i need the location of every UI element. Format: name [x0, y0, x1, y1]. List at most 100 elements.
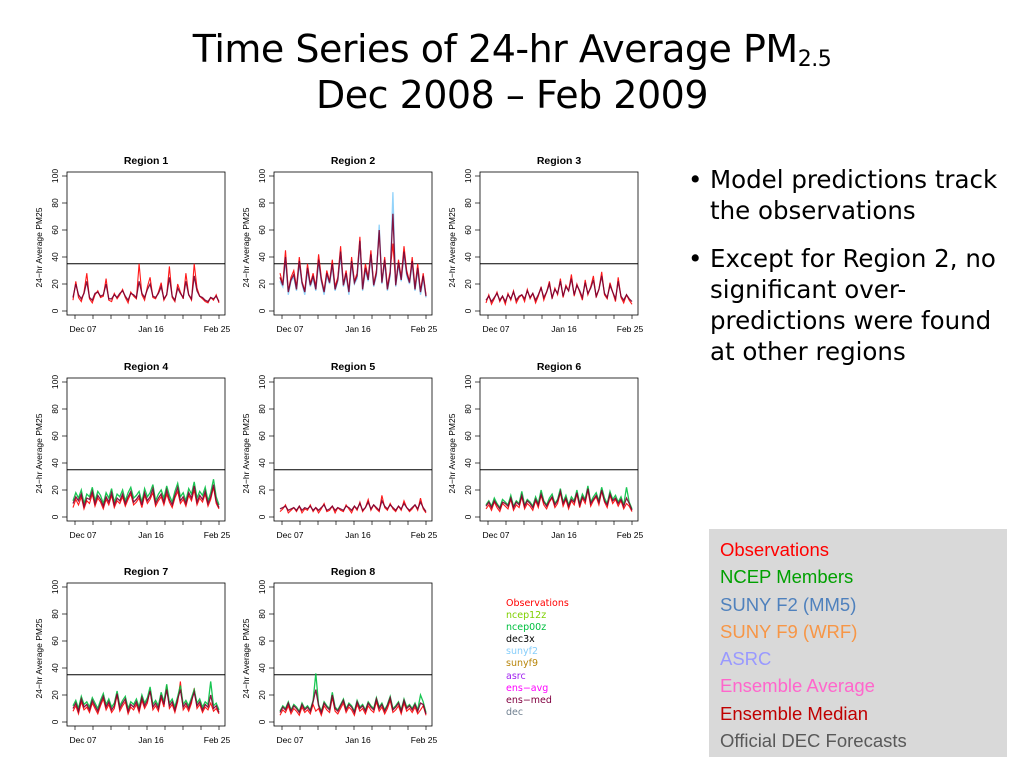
plot-frame [66, 171, 226, 316]
chart-title: Region 4 [124, 361, 168, 373]
legend-box-item: Official DEC Forecasts [720, 730, 907, 752]
y-tick-label: 60 [257, 636, 267, 646]
x-tick-label: Dec 07 [277, 735, 304, 745]
plot-frame [273, 171, 433, 316]
x-tick-label: Dec 07 [483, 530, 510, 540]
y-axis-label: 24−hr Average PM25 [447, 413, 457, 493]
y-axis-label: 24−hr Average PM25 [34, 618, 44, 698]
y-tick-label: 20 [257, 690, 267, 700]
y-tick-label: 60 [463, 431, 473, 441]
x-tick-label: Feb 25 [617, 530, 644, 540]
x-tick-label: Jan 16 [345, 530, 371, 540]
series-line [485, 275, 633, 304]
x-tick-label: Dec 07 [70, 735, 97, 745]
title-line-2: Dec 2008 – Feb 2009 [315, 73, 709, 117]
series-line [279, 499, 427, 512]
x-tick-label: Feb 25 [204, 735, 231, 745]
mini-legend: Observations ncep12z ncep00z dec3x sunyf2 sun… [506, 598, 569, 719]
series-line [72, 479, 220, 506]
chart-panel: Region 8 0 20 40 60 80 100 24−hr Average PM25 De… [241, 566, 438, 745]
series-line [279, 689, 427, 715]
chart-title: Region 5 [331, 361, 375, 373]
series-line [72, 681, 220, 716]
x-tick-label: Dec 07 [277, 324, 304, 334]
y-tick-label: 100 [50, 580, 60, 594]
y-tick-label: 0 [257, 308, 267, 313]
y-tick-label: 80 [50, 609, 60, 619]
legend-box: Observations NCEP Members SUNY F2 (MM5) SUN… [709, 529, 1007, 757]
legend-box-item: SUNY F2 (MM5) [720, 593, 857, 615]
y-tick-label: 100 [50, 375, 60, 389]
region-charts: Region 1 0 20 40 60 80 100 24−hr Average PM25 De… [34, 155, 644, 745]
legend-box-item: Observations [720, 539, 829, 560]
y-axis-label: 24−hr Average PM25 [241, 207, 251, 287]
y-tick-label: 40 [50, 663, 60, 673]
bullet-list: Model predictions track the observations… [686, 164, 1006, 384]
y-tick-label: 20 [463, 485, 473, 495]
x-tick-label: Feb 25 [411, 530, 438, 540]
y-tick-label: 100 [257, 580, 267, 594]
y-tick-label: 0 [463, 514, 473, 519]
chart-panel: Region 1 0 20 40 60 80 100 24−hr Average PM25 De… [34, 155, 231, 334]
bullet-item: Except for Region 2, no significant over… [686, 243, 1006, 367]
chart-title: Region 6 [537, 361, 581, 373]
y-tick-label: 20 [50, 485, 60, 495]
x-tick-label: Dec 07 [483, 324, 510, 334]
y-tick-label: 0 [257, 514, 267, 519]
series-line [72, 275, 220, 303]
x-tick-label: Feb 25 [204, 324, 231, 334]
y-tick-label: 20 [257, 279, 267, 289]
y-axis-label: 24−hr Average PM25 [241, 618, 251, 698]
plot-frame [66, 582, 226, 727]
y-tick-label: 40 [257, 663, 267, 673]
y-tick-label: 80 [257, 609, 267, 619]
x-tick-label: Feb 25 [617, 324, 644, 334]
y-tick-label: 0 [50, 514, 60, 519]
chart-panel: Region 3 0 20 40 60 80 100 24−hr Average PM25 De… [447, 155, 644, 334]
mini-legend-item: Observations [506, 598, 569, 609]
x-tick-label: Jan 16 [345, 324, 371, 334]
x-tick-label: Jan 16 [138, 530, 164, 540]
plot-frame [273, 582, 433, 727]
x-tick-label: Feb 25 [411, 735, 438, 745]
chart-panel: Region 7 0 20 40 60 80 100 24−hr Average PM25 De… [34, 566, 231, 745]
legend-box-item: SUNY F9 (WRF) [720, 620, 858, 642]
y-tick-label: 60 [50, 636, 60, 646]
chart-panel: Region 4 0 20 40 60 80 100 24−hr Average PM25 De… [34, 361, 231, 540]
mini-legend-item: asrc [506, 670, 526, 682]
y-tick-label: 100 [463, 169, 473, 183]
x-tick-label: Jan 16 [345, 735, 371, 745]
mini-legend-item: sunyf9 [506, 658, 539, 670]
y-tick-label: 0 [463, 308, 473, 313]
chart-title: Region 8 [331, 566, 375, 578]
y-tick-label: 60 [257, 431, 267, 441]
x-tick-label: Jan 16 [551, 324, 577, 334]
y-tick-label: 0 [257, 719, 267, 724]
y-tick-label: 60 [50, 225, 60, 235]
series-line [72, 263, 220, 305]
x-tick-label: Feb 25 [411, 324, 438, 334]
y-tick-label: 100 [257, 375, 267, 389]
legend-box-item: Ensemble Average [720, 675, 875, 697]
y-tick-label: 80 [463, 198, 473, 208]
series-line [279, 213, 427, 297]
y-tick-label: 20 [463, 279, 473, 289]
chart-title: Region 1 [124, 155, 168, 167]
y-tick-label: 60 [50, 431, 60, 441]
title-subscript: 2.5 [797, 47, 832, 72]
y-tick-label: 80 [257, 404, 267, 414]
series-line [279, 697, 427, 717]
y-axis-label: 24−hr Average PM25 [447, 207, 457, 287]
chart-panel: Region 2 0 20 40 60 80 100 24−hr Average PM25 De… [241, 155, 438, 334]
y-tick-label: 20 [50, 279, 60, 289]
mini-legend-item: ens−avg [506, 682, 549, 694]
series-line [72, 487, 220, 511]
x-tick-label: Feb 25 [204, 530, 231, 540]
y-tick-label: 0 [50, 308, 60, 313]
mini-legend-item: dec [506, 706, 524, 718]
y-axis-label: 24−hr Average PM25 [241, 413, 251, 493]
y-tick-label: 100 [50, 169, 60, 183]
y-tick-label: 40 [257, 252, 267, 262]
chart-title: Region 7 [124, 566, 168, 578]
y-tick-label: 40 [257, 458, 267, 468]
